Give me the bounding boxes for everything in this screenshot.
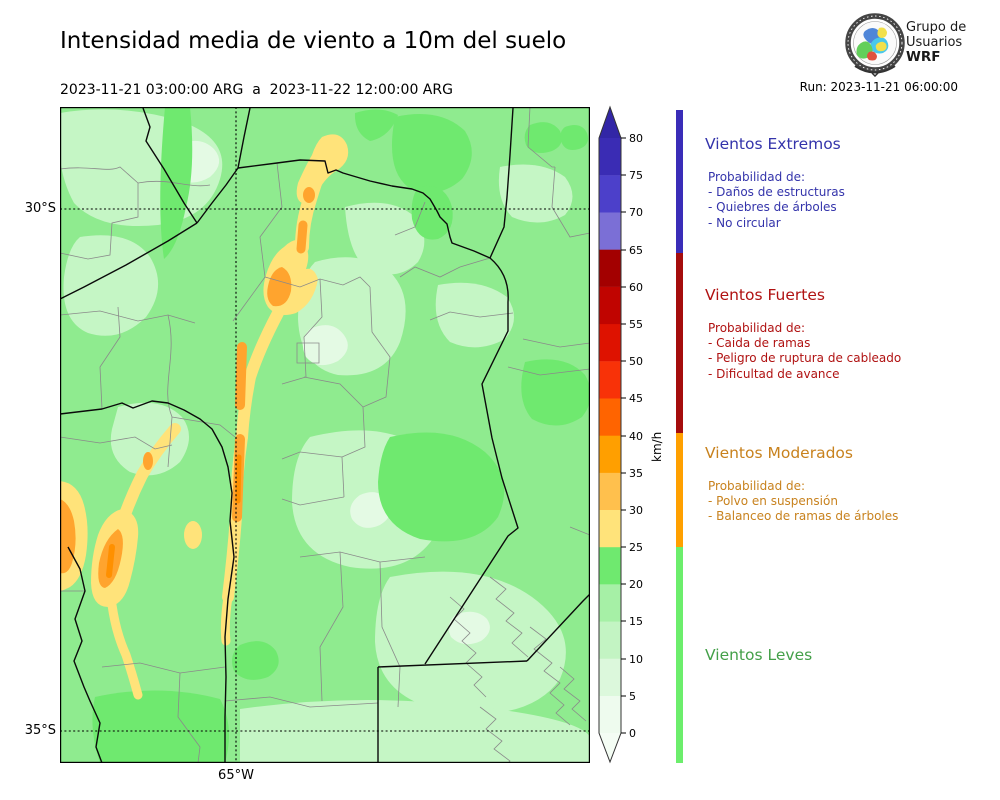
colorbar-under-arrow (599, 733, 621, 762)
legend-intro: Probabilidad de: (708, 479, 806, 493)
svg-text:10: 10 (629, 653, 643, 666)
legend-title: Vientos Extremos (705, 135, 841, 153)
legend-title: Vientos Leves (705, 646, 813, 664)
legend-section-moderados: Vientos Moderados Probabilidad de: - Pol… (705, 444, 995, 525)
logo-line-wrf: WRF (906, 49, 941, 65)
colorbar-ticks (621, 137, 626, 734)
legend-item: - Dificultad de avance (708, 366, 840, 381)
svg-text:35: 35 (629, 467, 643, 480)
model-run-timestamp: Run: 2023-11-21 06:00:00 (799, 80, 958, 94)
lon-tick-65w: 65°W (218, 768, 254, 783)
legend-section-leves: Vientos Leves (705, 646, 995, 665)
graticule-lines (60, 107, 590, 763)
legend-bar-extremos (676, 110, 683, 253)
logo-line: Grupo de (906, 20, 967, 35)
valid-period: 2023-11-21 03:00:00 ARG a 2023-11-22 12:… (60, 82, 453, 98)
legend-item: - Peligro de ruptura de cableado (708, 351, 902, 366)
legend-section-fuertes: Vientos Fuertes Probabilidad de: - Caida… (705, 286, 995, 382)
legend-body: Probabilidad de: - Polvo en suspensión -… (708, 479, 995, 525)
department-boundaries (60, 107, 590, 763)
colorbar-over-arrow (599, 107, 621, 138)
legend-bar-leves (676, 547, 683, 763)
colorbar-unit-label: km/h (650, 431, 664, 462)
map-frame (60, 107, 590, 763)
wind-field-shading (60, 107, 590, 763)
legend-title: Vientos Moderados (705, 444, 853, 462)
legend-item: - Caida de ramas (708, 336, 811, 351)
logo-line: Usuarios (906, 35, 963, 50)
wind-intensity-map (60, 107, 590, 763)
colorbar-segments (599, 107, 621, 762)
svg-text:0: 0 (629, 727, 636, 740)
svg-text:55: 55 (629, 318, 643, 331)
legend-item: - Quiebres de árboles (708, 200, 837, 215)
svg-text:80: 80 (629, 132, 643, 145)
legend-bar-moderados (676, 433, 683, 547)
wrf-users-group-logo-icon (845, 13, 905, 77)
svg-text:15: 15 (629, 615, 643, 628)
legend-intro: Probabilidad de: (708, 321, 806, 335)
svg-text:20: 20 (629, 578, 643, 591)
legend-title: Vientos Fuertes (705, 286, 825, 304)
svg-text:40: 40 (629, 430, 643, 443)
svg-text:75: 75 (629, 169, 643, 182)
legend-item: - Daños de estructuras (708, 185, 845, 200)
legend-item: - No circular (708, 215, 781, 230)
svg-text:60: 60 (629, 281, 643, 294)
legend-body: Probabilidad de: - Daños de estructuras … (708, 170, 995, 231)
legend-item: - Balanceo de ramas de árboles (708, 509, 899, 524)
svg-text:30: 30 (629, 504, 643, 517)
wind-speed-colorbar: 0 5 10 15 20 25 30 35 40 45 50 55 60 65 … (598, 105, 643, 764)
svg-text:5: 5 (629, 690, 636, 703)
svg-text:25: 25 (629, 541, 643, 554)
lat-tick-35s: 35°S (24, 723, 56, 738)
page-title: Intensidad media de viento a 10m del sue… (60, 28, 567, 54)
legend-bar-fuertes (676, 253, 683, 433)
svg-text:45: 45 (629, 392, 643, 405)
legend-body: Probabilidad de: - Caida de ramas - Peli… (708, 321, 995, 382)
legend-item: - Polvo en suspensión (708, 494, 838, 509)
province-boundaries (60, 107, 590, 763)
lat-tick-30s: 30°S (24, 201, 56, 216)
logo-text: Grupo de Usuarios WRF (906, 20, 966, 65)
legend-section-extremos: Vientos Extremos Probabilidad de: - Daño… (705, 135, 995, 231)
svg-text:65: 65 (629, 244, 643, 257)
svg-text:50: 50 (629, 355, 643, 368)
legend-intro: Probabilidad de: (708, 170, 806, 184)
colorbar-tick-labels: 0 5 10 15 20 25 30 35 40 45 50 55 60 65 … (629, 132, 643, 740)
svg-text:70: 70 (629, 206, 643, 219)
